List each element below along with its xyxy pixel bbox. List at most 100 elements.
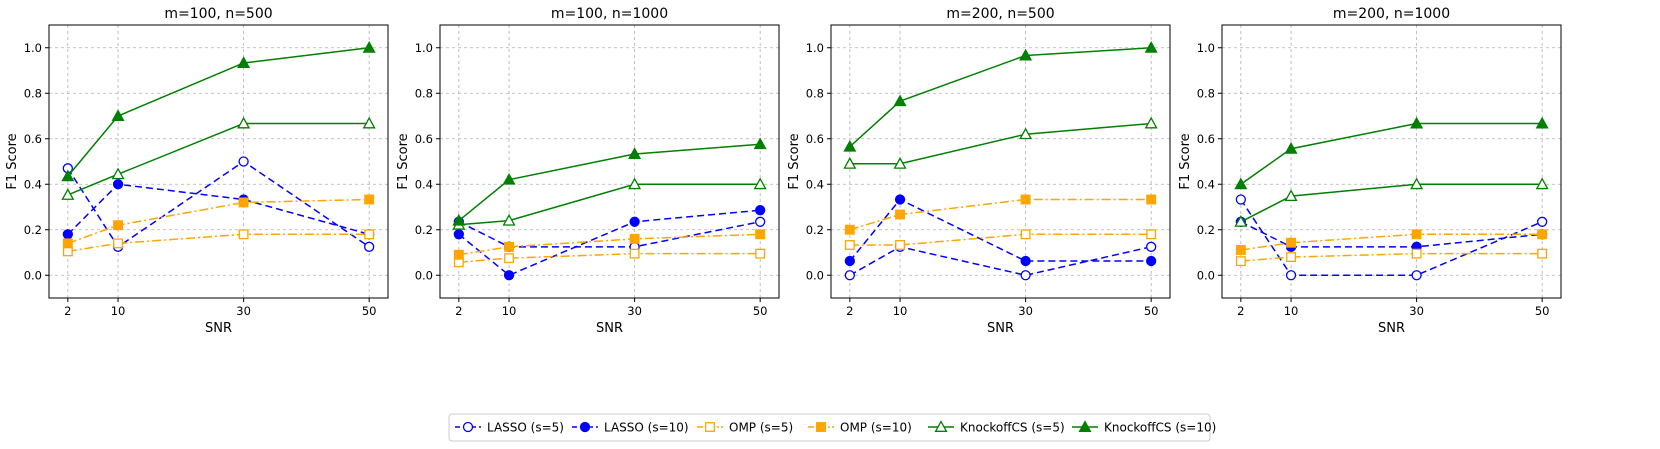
legend-label: OMP (s=5) bbox=[729, 421, 793, 435]
y-tick-label: 0.0 bbox=[24, 268, 42, 282]
data-point bbox=[364, 194, 375, 205]
data-point bbox=[1537, 229, 1548, 240]
x-tick-label: 50 bbox=[362, 304, 377, 318]
panel-3: 0.0 0.2 0.4 0.6 0.8 1.0 2 10 30 50 m=200, n=500 SNR… bbox=[787, 6, 1171, 336]
data-point bbox=[844, 255, 855, 267]
data-point bbox=[1234, 215, 1248, 227]
data-point bbox=[61, 188, 75, 200]
series-line bbox=[849, 122, 1152, 165]
series-knockoffcs-s-10 bbox=[452, 137, 767, 226]
x-tick-label: 50 bbox=[1535, 304, 1550, 318]
data-point bbox=[1535, 177, 1549, 190]
data-point bbox=[1020, 194, 1031, 205]
data-point bbox=[1020, 255, 1031, 267]
data-point bbox=[1411, 248, 1422, 259]
data-point bbox=[1146, 241, 1157, 252]
data-point bbox=[113, 220, 124, 231]
y-tick-label: 1.0 bbox=[806, 41, 824, 55]
data-point bbox=[61, 169, 75, 182]
data-point bbox=[1235, 256, 1246, 267]
x-tick-label: 50 bbox=[1144, 304, 1159, 318]
data-point bbox=[364, 229, 375, 240]
x-tick-label: 30 bbox=[627, 304, 642, 318]
data-point bbox=[1284, 142, 1298, 154]
series-line bbox=[849, 198, 1152, 262]
series-lasso-s-10 bbox=[844, 194, 1157, 267]
y-tick-label: 0.8 bbox=[806, 86, 824, 100]
y-axis-label: F1 Score bbox=[1178, 133, 1193, 189]
x-tick-label: 30 bbox=[1018, 304, 1033, 318]
series-line bbox=[1240, 122, 1543, 185]
data-point bbox=[502, 213, 516, 226]
series-omp-s-10 bbox=[1235, 229, 1548, 255]
x-tick-label: 10 bbox=[111, 304, 126, 318]
data-point bbox=[629, 216, 640, 227]
data-point bbox=[1146, 255, 1157, 267]
legend-entry-knockoffcs-s-5: KnockoffCS (s=5) bbox=[928, 420, 1065, 435]
y-tick-label: 0.2 bbox=[415, 223, 433, 237]
y-tick-label: 0.4 bbox=[24, 177, 42, 191]
data-point bbox=[1535, 116, 1549, 129]
series-line bbox=[849, 246, 1152, 277]
series-line bbox=[458, 183, 761, 226]
legend-entry-lasso-s-10: LASSO (s=10) bbox=[572, 421, 689, 435]
panel-1: 0.0 0.2 0.4 0.6 0.8 1.0 2 10 30 50 m=100, n=500 SNR… bbox=[5, 6, 389, 336]
legend: LASSO (s=5) LASSO (s=10) OMP (s=5) OMP (s=1… bbox=[448, 413, 1216, 442]
data-point bbox=[503, 270, 515, 281]
data-point bbox=[628, 177, 642, 190]
data-point bbox=[237, 56, 251, 68]
series-line bbox=[1240, 252, 1543, 262]
data-point bbox=[453, 249, 464, 260]
y-tick-label: 0.6 bbox=[1197, 132, 1215, 146]
data-point bbox=[755, 205, 766, 216]
x-tick-label: 10 bbox=[502, 304, 517, 318]
plot-frame bbox=[1221, 24, 1562, 299]
data-point bbox=[1146, 194, 1157, 205]
data-point bbox=[1019, 127, 1033, 140]
series-line bbox=[849, 233, 1152, 246]
x-tick-label: 50 bbox=[753, 304, 768, 318]
legend-entry-omp-s-5: OMP (s=5) bbox=[697, 421, 793, 435]
y-tick-label: 1.0 bbox=[415, 41, 433, 55]
y-axis-label: F1 Score bbox=[787, 133, 802, 189]
legend-label: KnockoffCS (s=5) bbox=[960, 421, 1065, 435]
y-tick-label: 0.4 bbox=[806, 177, 824, 191]
data-point bbox=[1146, 229, 1157, 240]
legend-marker bbox=[705, 422, 715, 432]
series-line bbox=[67, 160, 370, 248]
y-tick-label: 0.2 bbox=[24, 223, 42, 237]
series-knockoffcs-s-5 bbox=[1234, 177, 1549, 227]
y-tick-label: 0.8 bbox=[1197, 86, 1215, 100]
data-point bbox=[452, 213, 466, 226]
plot-frame bbox=[439, 24, 780, 299]
legend-entry-lasso-s-5: LASSO (s=5) bbox=[455, 421, 564, 435]
data-point bbox=[895, 209, 906, 220]
data-point bbox=[844, 240, 855, 250]
series-line bbox=[458, 143, 761, 222]
data-point bbox=[1410, 177, 1424, 190]
data-point bbox=[504, 253, 515, 264]
data-point bbox=[62, 229, 73, 240]
data-point bbox=[1286, 237, 1297, 248]
data-point bbox=[237, 116, 251, 129]
series-line bbox=[458, 233, 761, 256]
legend-marker bbox=[579, 421, 591, 433]
data-point bbox=[1285, 270, 1297, 281]
series-lasso-s-5 bbox=[453, 216, 766, 252]
legend-entry-omp-s-10: OMP (s=10) bbox=[808, 421, 912, 435]
data-point bbox=[238, 156, 249, 167]
series-line bbox=[67, 47, 370, 177]
data-point bbox=[1410, 116, 1424, 129]
series-knockoffcs-s-5 bbox=[61, 116, 376, 200]
data-point bbox=[1020, 270, 1031, 281]
y-tick-label: 0.2 bbox=[1197, 223, 1215, 237]
x-tick-label: 10 bbox=[893, 304, 908, 318]
series-line bbox=[849, 47, 1152, 148]
data-point bbox=[1537, 248, 1548, 259]
data-point bbox=[755, 248, 766, 259]
legend-entry-knockoffcs-s-10: KnockoffCS (s=10) bbox=[1072, 420, 1216, 435]
x-axis-label: SNR bbox=[987, 321, 1014, 336]
plot-frame bbox=[48, 24, 389, 299]
x-axis-label: SNR bbox=[596, 321, 623, 336]
